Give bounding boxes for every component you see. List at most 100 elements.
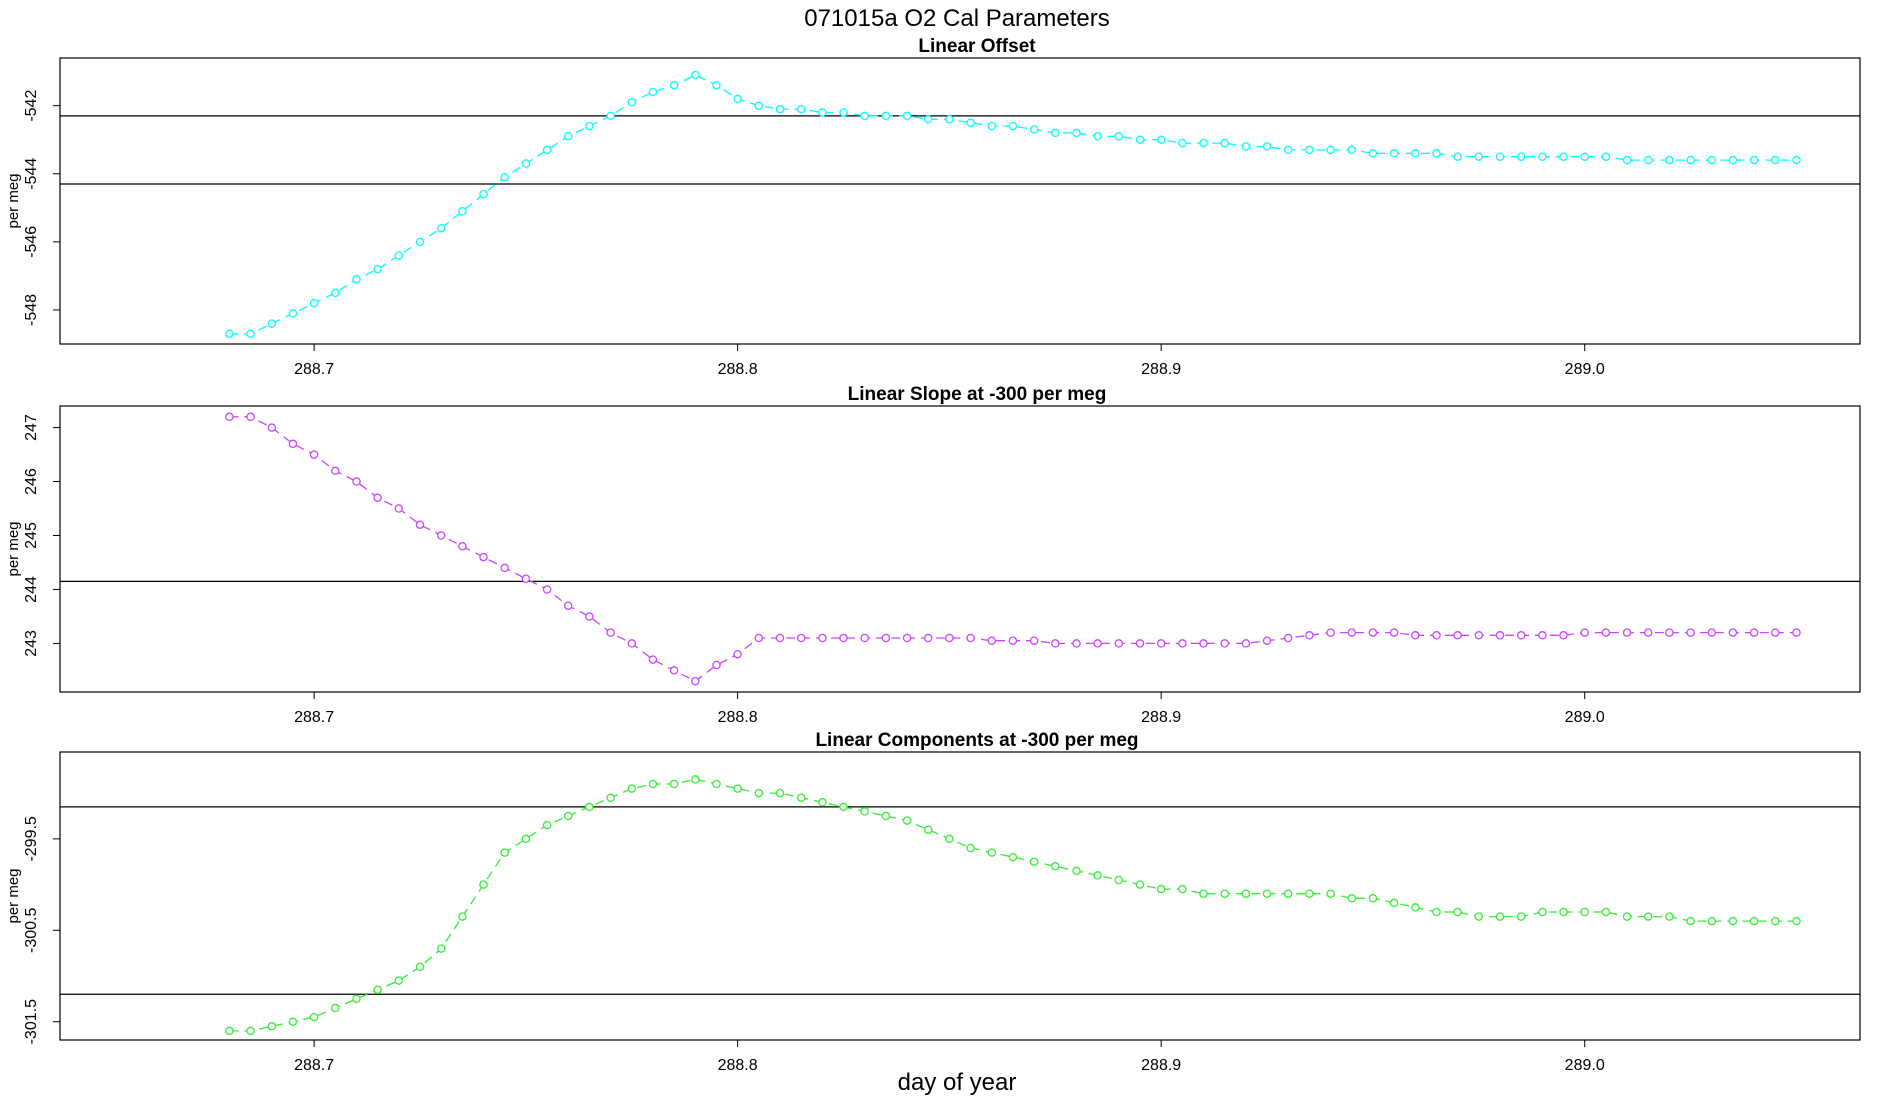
data-point: [1262, 889, 1272, 898]
data-point: [1305, 631, 1314, 640]
data-point: [1601, 152, 1611, 161]
data-point: [585, 612, 594, 621]
data-point: [1220, 889, 1229, 898]
data-point: [1305, 889, 1314, 898]
data-point: [902, 633, 912, 643]
data-point: [648, 87, 658, 97]
data-point: [1771, 628, 1780, 637]
data-point: [1029, 857, 1039, 866]
data-point: [1516, 152, 1526, 161]
data-point: [225, 1026, 234, 1036]
data-point: [1283, 889, 1293, 898]
data-point: [1643, 155, 1653, 165]
data-point: [1559, 907, 1568, 917]
data-point: [1453, 152, 1462, 161]
data-point: [1051, 128, 1060, 138]
data-point: [1114, 639, 1124, 648]
data-point: [1199, 138, 1208, 148]
data-point: [691, 676, 700, 686]
data-point: [1665, 628, 1674, 637]
data-point: [648, 779, 658, 789]
data-point: [288, 1017, 298, 1026]
data-point: [691, 775, 700, 784]
data-point: [309, 1012, 319, 1022]
data-point: [1601, 907, 1611, 917]
data-point: [1262, 636, 1272, 645]
data-point: [923, 115, 933, 124]
data-point: [479, 189, 488, 199]
data-point: [818, 633, 827, 643]
data-point: [775, 633, 785, 643]
data-point: [1156, 884, 1166, 894]
data-point: [352, 275, 361, 284]
data-point: [1029, 636, 1039, 645]
data-point: [1389, 149, 1399, 158]
data-point: [818, 108, 827, 117]
x-axis-label: day of year: [898, 1069, 1017, 1096]
data-point: [1516, 631, 1526, 640]
data-point: [1178, 138, 1187, 148]
data-point: [436, 223, 446, 233]
y-tick-label: -544: [23, 158, 40, 190]
data-point: [585, 121, 594, 131]
data-point: [1093, 132, 1102, 141]
data-point: [1707, 628, 1717, 637]
y-axis-label: per meg: [5, 868, 22, 923]
data-point: [1538, 152, 1547, 161]
data-point: [563, 601, 573, 610]
data-point: [606, 793, 615, 802]
chart-panel-1: Linear Offset per meg 288.7 288.8 288.9 289.0…: [5, 36, 1861, 378]
data-point: [1749, 155, 1759, 165]
data-point: [394, 251, 404, 260]
data-point: [1580, 628, 1589, 637]
data-point: [627, 784, 637, 793]
data-point: [1008, 636, 1018, 645]
data-point: [1008, 852, 1018, 862]
data-point: [1347, 628, 1357, 637]
data-point: [987, 848, 997, 857]
data-point: [246, 412, 255, 422]
data-point: [839, 802, 848, 812]
data-point: [902, 816, 912, 825]
data-point: [1792, 155, 1801, 165]
data-point: [796, 633, 806, 643]
data-point: [500, 563, 509, 573]
data-point: [881, 811, 891, 821]
data-point: [1474, 631, 1484, 640]
data-point: [1792, 628, 1801, 637]
data-point: [352, 994, 361, 1004]
data-point: [945, 633, 954, 643]
data-point: [373, 493, 382, 502]
chart-panels: Linear Offset per meg 288.7 288.8 288.9 289.0…: [5, 36, 1861, 1074]
data-point: [1453, 631, 1462, 640]
data-point: [415, 237, 425, 247]
data-point: [267, 423, 277, 432]
data-point: [542, 820, 552, 830]
x-tick-label: 288.8: [718, 709, 758, 726]
data-point: [1199, 889, 1208, 898]
y-tick-label: 244: [23, 576, 40, 603]
data-point: [436, 944, 446, 953]
data-point: [1432, 631, 1441, 640]
data-point: [1771, 155, 1780, 165]
data-point: [1622, 628, 1632, 637]
data-point: [458, 206, 467, 216]
data-point: [1326, 628, 1335, 637]
data-point: [1643, 628, 1653, 637]
y-axis-label: per meg: [5, 521, 22, 576]
data-point: [458, 542, 467, 551]
data-point: [648, 655, 658, 664]
data-point: [1432, 907, 1441, 917]
data-point: [839, 633, 848, 643]
data-point: [309, 298, 319, 308]
data-point: [1283, 145, 1293, 155]
data-point: [1326, 145, 1335, 155]
data-point: [331, 288, 340, 298]
data-point: [818, 798, 827, 807]
data-point: [1665, 155, 1674, 165]
data-point: [881, 111, 891, 121]
data-point: [1199, 639, 1208, 648]
data-point: [1241, 142, 1251, 151]
y-tick-label: 247: [23, 414, 40, 441]
